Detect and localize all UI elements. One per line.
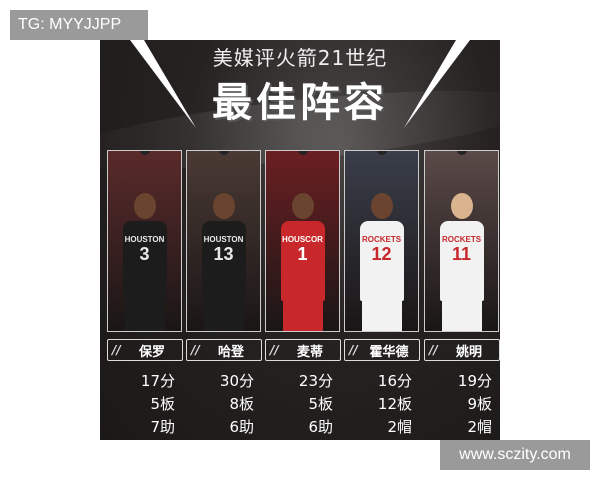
- player-name: 保罗: [138, 344, 165, 360]
- player-head: [133, 193, 156, 219]
- player-figure: HOUSTON 13: [198, 181, 250, 331]
- player-figure: ROCKETS 12: [356, 181, 408, 331]
- player-stat-2: 8板: [229, 395, 254, 413]
- player-photo: HOUSCOR 1: [266, 151, 339, 331]
- player-card: HOUSTON 13: [186, 150, 261, 332]
- player-jersey: HOUSTON 3: [122, 221, 167, 301]
- card-notch: [139, 151, 150, 155]
- jersey-team: ROCKETS: [361, 235, 402, 244]
- jersey-number: 3: [139, 244, 150, 264]
- player-stats: 17分 5板 7助: [100, 370, 175, 439]
- jersey-number: 12: [371, 244, 392, 264]
- player-name: 姚明: [455, 344, 482, 360]
- jersey-number: 13: [213, 244, 234, 264]
- player-stat-2: 12板: [377, 395, 412, 413]
- poster-title: 最佳阵容: [212, 80, 388, 126]
- player-shorts: [441, 299, 482, 331]
- player-shorts: [282, 299, 323, 331]
- watermark-label-right: www.sczity.com: [440, 440, 590, 470]
- player-shorts: [124, 299, 165, 331]
- player-stat-3: 7助: [150, 418, 175, 436]
- slash-decorations: [130, 40, 470, 128]
- player-head: [212, 193, 235, 219]
- card-notch: [376, 151, 387, 155]
- player-stat-3: 6助: [229, 418, 254, 436]
- jersey-number: 11: [451, 244, 472, 264]
- jersey-team: ROCKETS: [441, 235, 482, 244]
- right-slash: [404, 40, 470, 128]
- player-card: ROCKETS 12: [344, 150, 419, 332]
- player-name-tag: 霍华德: [344, 339, 420, 361]
- player-figure: HOUSCOR 1: [277, 181, 329, 331]
- player-points: 30分: [219, 372, 254, 390]
- player-points: 23分: [298, 372, 333, 390]
- player-photo: HOUSTON 3: [108, 151, 181, 331]
- player-stats: 19分 9板 2帽: [416, 370, 492, 439]
- player-points: 19分: [457, 372, 492, 390]
- player-name-tag: 哈登: [186, 339, 262, 361]
- player-name: 麦蒂: [296, 344, 323, 360]
- player-stat-2: 5板: [150, 395, 175, 413]
- card-notch: [297, 151, 308, 155]
- player-head: [291, 193, 314, 219]
- player-card: HOUSCOR 1: [265, 150, 340, 332]
- watermark-label-left: TG: MYYJJPP: [10, 10, 148, 40]
- player-photo: ROCKETS 11: [425, 151, 498, 331]
- player-shorts: [361, 299, 402, 331]
- player-points: 17分: [140, 372, 175, 390]
- player-head: [450, 193, 473, 219]
- player-head: [370, 193, 393, 219]
- player-card: ROCKETS 11: [424, 150, 499, 332]
- jersey-team: HOUSTON: [124, 235, 165, 244]
- left-slash: [130, 40, 196, 128]
- player-photo: ROCKETS 12: [345, 151, 418, 331]
- jersey-team: HOUSCOR: [282, 235, 323, 244]
- card-notch: [456, 151, 467, 155]
- player-stats: 30分 8板 6助: [178, 370, 254, 439]
- player-name-tag: 姚明: [424, 339, 500, 361]
- player-stat-2: 5板: [308, 395, 333, 413]
- jersey-number: 1: [297, 244, 308, 264]
- player-points: 16分: [377, 372, 412, 390]
- player-jersey: HOUSTON 13: [201, 221, 246, 301]
- player-name-tag: 保罗: [107, 339, 183, 361]
- player-figure: ROCKETS 11: [436, 181, 488, 331]
- player-jersey: HOUSCOR 1: [280, 221, 325, 301]
- poster-subtitle: 美媒评火箭21世纪: [212, 46, 388, 70]
- player-jersey: ROCKETS 12: [359, 221, 404, 301]
- jersey-team: HOUSTON: [203, 235, 244, 244]
- player-jersey: ROCKETS 11: [439, 221, 484, 301]
- player-shorts: [203, 299, 244, 331]
- player-stat-3: 2帽: [467, 418, 492, 436]
- player-card: HOUSTON 3: [107, 150, 182, 332]
- player-name-tag: 麦蒂: [265, 339, 341, 361]
- player-figure: HOUSTON 3: [119, 181, 171, 331]
- player-photo: HOUSTON 13: [187, 151, 260, 331]
- player-name: 霍华德: [369, 344, 409, 360]
- player-stat-3: 6助: [308, 418, 333, 436]
- player-stat-2: 9板: [467, 395, 492, 413]
- player-name: 哈登: [217, 344, 244, 360]
- player-stats: 16分 12板 2帽: [336, 370, 412, 439]
- player-stat-3: 2帽: [387, 418, 412, 436]
- player-stats: 23分 5板 6助: [257, 370, 333, 439]
- best-lineup-poster: 美媒评火箭21世纪 最佳阵容 HOUSTON 3 保罗 17分 5板 7助: [100, 40, 500, 440]
- card-notch: [218, 151, 229, 155]
